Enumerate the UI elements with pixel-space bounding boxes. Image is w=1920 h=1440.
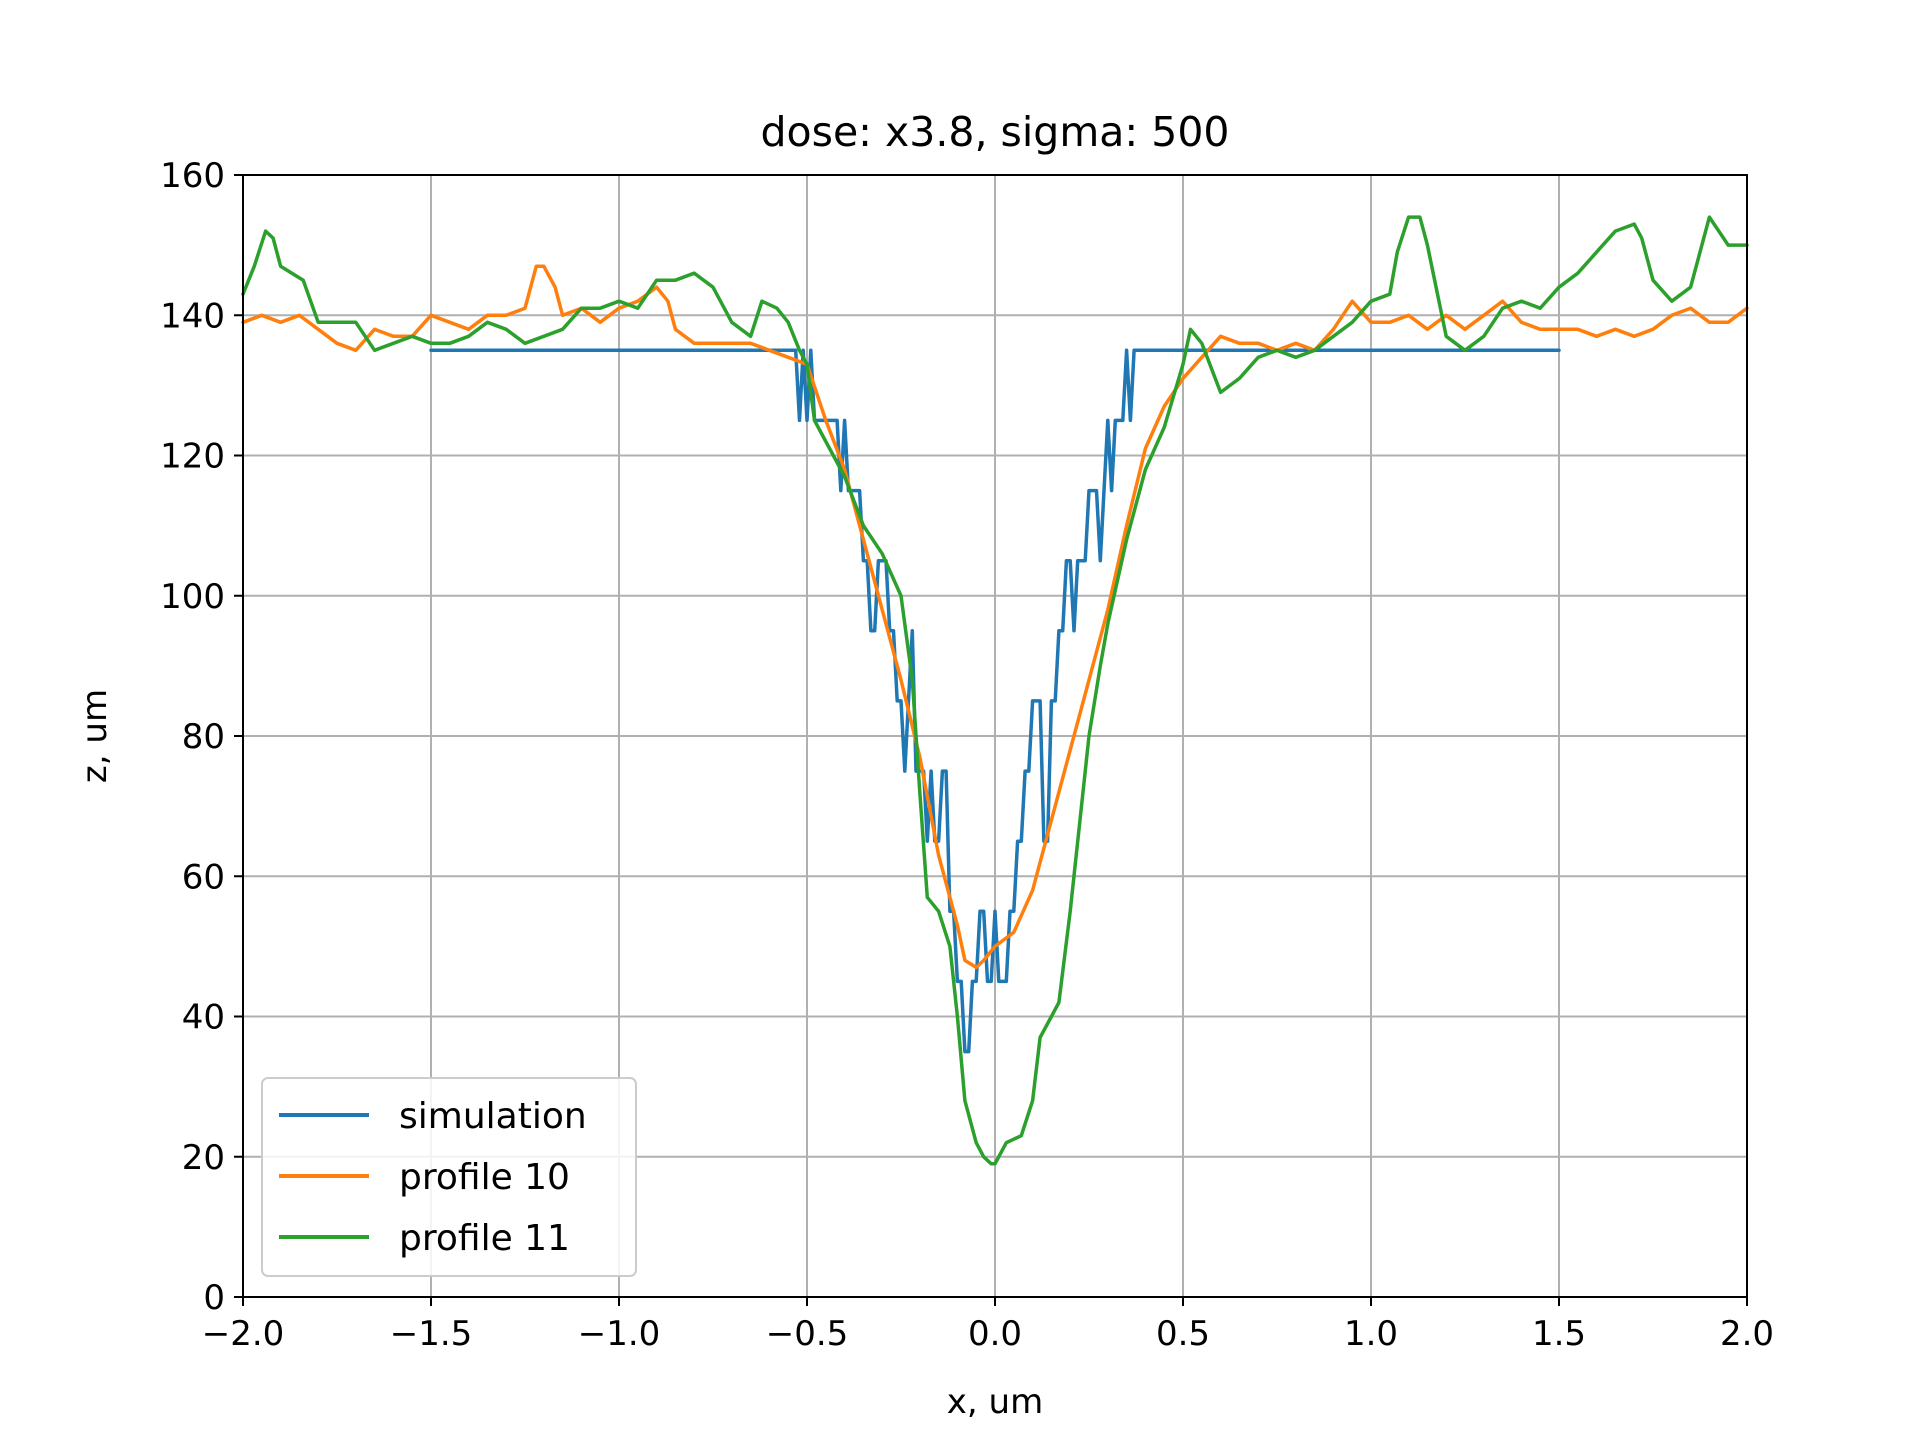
y-tick-label: 160 xyxy=(160,156,225,196)
y-tick-label: 140 xyxy=(160,296,225,336)
x-tick-label: −1.5 xyxy=(390,1314,473,1354)
y-tick-label: 100 xyxy=(160,577,225,617)
y-tick-label: 80 xyxy=(182,717,225,757)
series-line-profile-10 xyxy=(241,264,1749,970)
y-tick-label: 20 xyxy=(182,1138,225,1178)
legend: simulation profile 10 profile 11 xyxy=(261,1077,637,1277)
y-tick-label: 40 xyxy=(182,998,225,1038)
y-tick-label: 60 xyxy=(182,857,225,897)
x-tick-label: 2.0 xyxy=(1720,1314,1774,1354)
legend-label-simulation: simulation xyxy=(399,1096,587,1137)
legend-label-profile-10: profile 10 xyxy=(399,1157,570,1198)
x-tick-label: 1.5 xyxy=(1532,1314,1586,1354)
y-axis-label: z, um xyxy=(75,689,115,783)
series-line-simulation xyxy=(429,348,1561,1054)
x-tick-label: 0.0 xyxy=(968,1314,1022,1354)
x-tick-label: −2.0 xyxy=(202,1314,285,1354)
x-tick-label: −0.5 xyxy=(766,1314,849,1354)
y-tick-label: 120 xyxy=(160,437,225,477)
series-layer xyxy=(241,215,1749,1166)
x-tick-label: −1.0 xyxy=(578,1314,661,1354)
legend-frame xyxy=(261,1077,637,1277)
x-tick-label: 1.0 xyxy=(1344,1314,1398,1354)
series-line-profile-11 xyxy=(241,215,1749,1166)
axis-ticks: −2.0 −1.5 −1.0 −0.5 0.0 0.5 1.0 1.5 2.0 0 20 40 60 80… xyxy=(160,156,1774,1354)
x-axis-label: x, um xyxy=(947,1382,1043,1422)
x-tick-label: 0.5 xyxy=(1156,1314,1210,1354)
chart-title: dose: x3.8, sigma: 500 xyxy=(760,108,1229,156)
y-tick-label: 0 xyxy=(203,1278,225,1318)
legend-label-profile-11: profile 11 xyxy=(399,1218,570,1259)
